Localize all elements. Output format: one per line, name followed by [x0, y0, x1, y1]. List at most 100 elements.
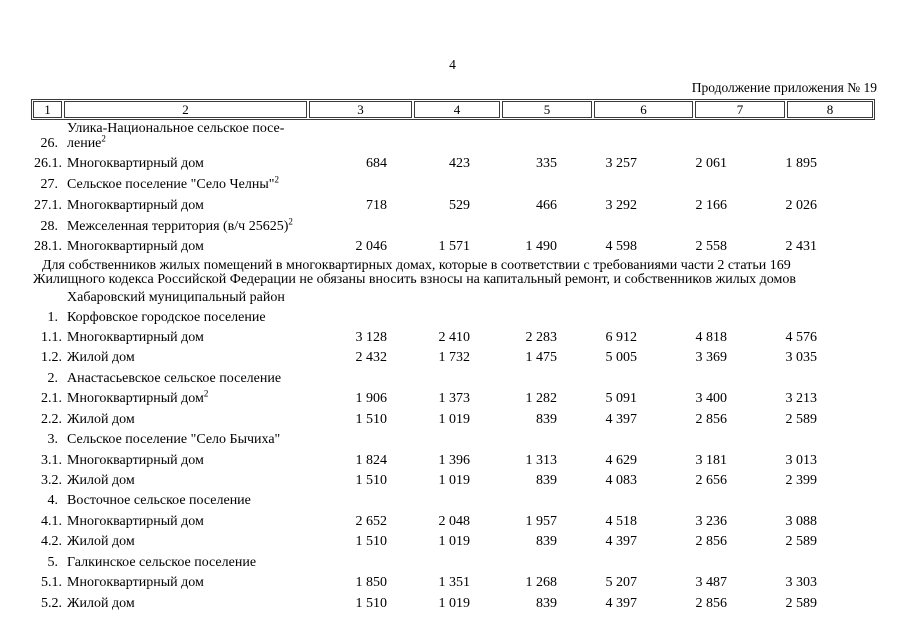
- row-value: 1 895: [785, 156, 818, 172]
- row-value: 1 510: [355, 411, 388, 427]
- header-cell: 7: [695, 101, 785, 118]
- row-value: 684: [366, 156, 387, 172]
- row-value: 2 399: [785, 473, 818, 489]
- row-value: 2 652: [355, 513, 388, 529]
- header-cell: 4: [414, 101, 500, 118]
- row-value: 2 431: [785, 239, 818, 255]
- row-value: 1 313: [525, 452, 558, 468]
- row-value: 3 303: [785, 575, 818, 591]
- row-value: 4 397: [605, 534, 638, 550]
- row-label: Жилой дом: [67, 411, 135, 427]
- row-value: 4 083: [605, 473, 638, 489]
- row-value: 2 558: [695, 239, 728, 255]
- table-row: 3.2. Жилой дом 1 510 1 019 839 4 083 2 6…: [31, 468, 891, 488]
- row-value: 839: [536, 473, 557, 489]
- row-value: 3 088: [785, 513, 818, 529]
- row-label: Межселенная территория (в/ч 25625)2: [67, 216, 293, 234]
- row-label: Многоквартирный дом: [67, 156, 204, 172]
- row-value: 1 351: [438, 575, 471, 591]
- row-number: 28.: [40, 218, 59, 234]
- row-value: 1 019: [438, 473, 471, 489]
- row-number: 28.1.: [34, 239, 62, 255]
- table-row: 5. Галкинское сельское поселение: [31, 550, 891, 570]
- table-row: 26. Улика-Национальное сельское посе-лен…: [31, 121, 891, 151]
- row-number: 5.1.: [41, 575, 62, 591]
- row-value: 4 397: [605, 595, 638, 611]
- row-value: 529: [449, 197, 470, 213]
- row-number: 5.2.: [41, 595, 62, 611]
- row-value: 2 046: [355, 239, 388, 255]
- row-number: 26.1.: [34, 156, 62, 172]
- table-header-row: 1 2 3 4 5 6 7 8: [31, 99, 875, 120]
- row-number: 4.2.: [41, 534, 62, 550]
- row-label: Многоквартирный дом: [67, 197, 204, 213]
- row-value: 2 856: [695, 534, 728, 550]
- row-value: 1 373: [438, 391, 471, 407]
- note-paragraph: Для собственников жилых помещений в мног…: [33, 259, 891, 287]
- row-label: Жилой дом: [67, 350, 135, 366]
- row-value: 1 019: [438, 534, 471, 550]
- row-value: 4 818: [695, 329, 728, 345]
- row-label: Многоквартирный дом: [67, 329, 204, 345]
- row-number: 26.: [40, 135, 59, 151]
- row-number: 2.1.: [41, 391, 62, 407]
- row-value: 2 589: [785, 534, 818, 550]
- header-cell: 8: [787, 101, 873, 118]
- row-value: 3 257: [605, 156, 638, 172]
- note-line: Для собственников жилых помещений в мног…: [42, 257, 791, 273]
- table-row: 27.1. Многоквартирный дом 718 529 466 3 …: [31, 193, 891, 214]
- page-number: 4: [449, 57, 456, 72]
- header-cell: 3: [309, 101, 412, 118]
- row-value: 3 013: [785, 452, 818, 468]
- row-value: 1 510: [355, 473, 388, 489]
- header-cell: 5: [502, 101, 592, 118]
- table-row: 28.1. Многоквартирный дом 2 046 1 571 1 …: [31, 234, 891, 255]
- row-label: Многоквартирный дом: [67, 575, 204, 591]
- row-value: 1 850: [355, 575, 388, 591]
- row-label: Восточное сельское поселение: [67, 493, 251, 509]
- row-value: 1 019: [438, 411, 471, 427]
- row-value: 4 397: [605, 411, 638, 427]
- row-value: 1 906: [355, 391, 388, 407]
- table-row: 3.1. Многоквартирный дом 1 824 1 396 1 3…: [31, 448, 891, 468]
- row-number: 27.: [40, 177, 59, 193]
- header-cell: 2: [64, 101, 307, 118]
- row-value: 1 510: [355, 534, 388, 550]
- row-number: 1.1.: [41, 329, 62, 345]
- row-value: 1 571: [438, 239, 471, 255]
- row-value: 3 369: [695, 350, 728, 366]
- row-value: 4 629: [605, 452, 638, 468]
- row-value: 2 026: [785, 197, 818, 213]
- row-value: 839: [536, 411, 557, 427]
- row-value: 1 475: [525, 350, 558, 366]
- row-label: Улика-Национальное сельское посе-ление2: [67, 121, 285, 151]
- row-value: 5 207: [605, 575, 638, 591]
- row-value: 423: [449, 156, 470, 172]
- row-number: 4.1.: [41, 513, 62, 529]
- row-value: 2 589: [785, 411, 818, 427]
- table-row: 2.1. Многоквартирный дом2 1 906 1 373 1 …: [31, 386, 891, 406]
- row-value: 2 856: [695, 595, 728, 611]
- row-value: 1 824: [355, 452, 388, 468]
- header-cell: 1: [33, 101, 62, 118]
- row-value: 2 061: [695, 156, 728, 172]
- row-value: 1 957: [525, 513, 558, 529]
- table-row: 1.1. Многоквартирный дом 3 128 2 410 2 2…: [31, 325, 891, 345]
- row-label: Анастасьевское сельское поселение: [67, 370, 282, 386]
- row-label: Жилой дом: [67, 473, 135, 489]
- row-number: 5.: [47, 554, 59, 570]
- row-value: 1 019: [438, 595, 471, 611]
- table-row: 1.2. Жилой дом 2 432 1 732 1 475 5 005 3…: [31, 345, 891, 365]
- row-number: 4.: [47, 493, 59, 509]
- table-row: 5.2. Жилой дом 1 510 1 019 839 4 397 2 8…: [31, 591, 891, 611]
- row-number: 2.: [47, 370, 59, 386]
- row-label: Сельское поселение "Село Бычиха": [67, 432, 281, 448]
- row-value: 2 283: [525, 329, 558, 345]
- table-row: 4. Восточное сельское поселение: [31, 489, 891, 509]
- row-value: 4 598: [605, 239, 638, 255]
- row-number: 27.1.: [34, 197, 62, 213]
- row-value: 5 005: [605, 350, 638, 366]
- row-value: 2 856: [695, 411, 728, 427]
- row-value: 1 396: [438, 452, 471, 468]
